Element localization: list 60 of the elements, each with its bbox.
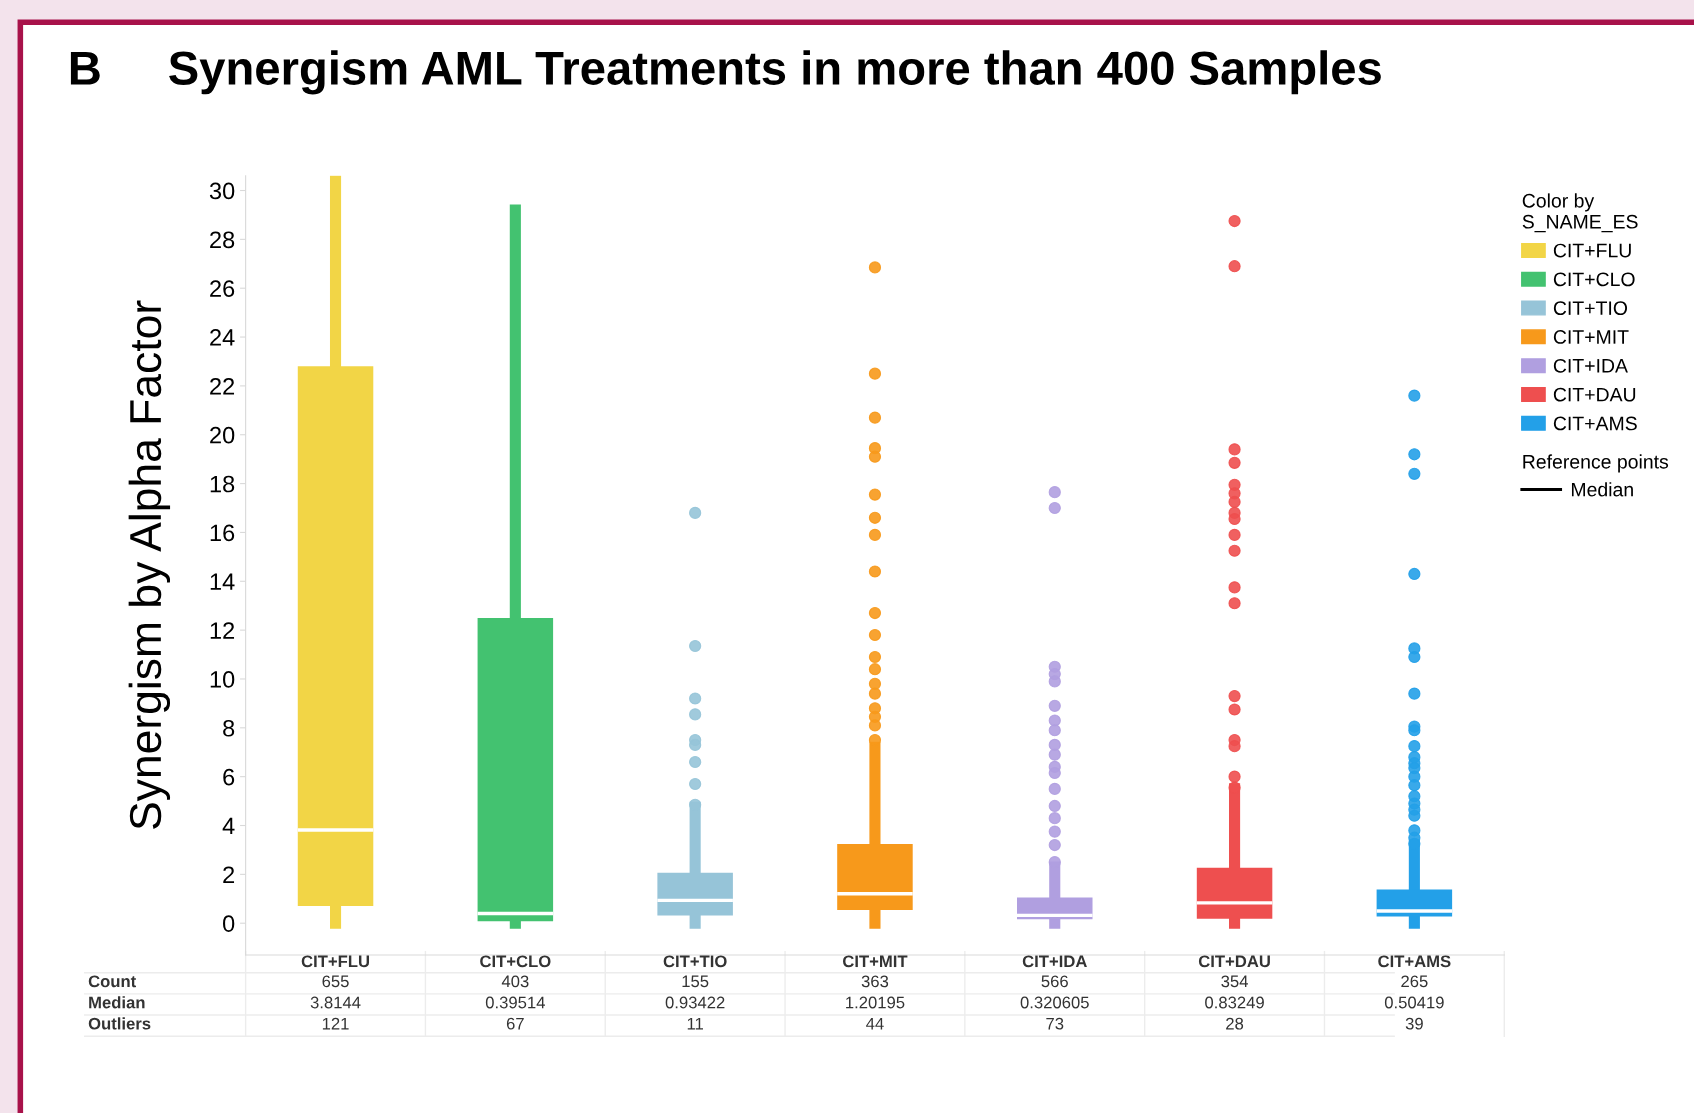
legend-label: CIT+IDA — [1553, 358, 1628, 373]
legend-label: CIT+CLO — [1553, 272, 1635, 287]
text: 28 — [1226, 1017, 1244, 1030]
legend-label: CIT+AMS — [1553, 416, 1637, 431]
text: 403 — [501, 975, 529, 988]
text: 655 — [322, 975, 349, 988]
text: 44 — [866, 1017, 884, 1030]
text: 39 — [1405, 1017, 1423, 1030]
text: 566 — [1041, 975, 1068, 988]
text: 0.93422 — [665, 996, 725, 1009]
legend-label: CIT+DAU — [1553, 387, 1636, 402]
legend-title: Color by S_NAME_ES — [1522, 193, 1638, 233]
text: 1.20195 — [846, 996, 905, 1009]
legend-label: CIT+FLU — [1553, 243, 1631, 258]
y-tick-label: 16 — [210, 524, 235, 542]
x-tick-label: CIT+FLU — [301, 955, 369, 968]
text: 265 — [1401, 975, 1428, 988]
text: Outliers — [88, 1017, 151, 1030]
y-tick-label: 24 — [210, 329, 235, 346]
y-tick-label: 26 — [210, 280, 235, 297]
text: 11 — [687, 1017, 703, 1030]
text: Count — [88, 975, 137, 988]
text: Reference points — [1523, 454, 1669, 473]
y-tick-label: 2 — [223, 866, 235, 883]
x-tick-label: CIT+MIT — [843, 955, 908, 968]
y-tick-label: 28 — [210, 231, 235, 249]
y-tick-label: 0 — [223, 915, 235, 932]
legend-label: CIT+MIT — [1553, 330, 1629, 344]
x-tick-label: CIT+AMS — [1378, 955, 1451, 968]
y-tick-label: 4 — [222, 817, 235, 835]
x-tick-label: CIT+TIO — [663, 955, 727, 968]
y-tick-label: 14 — [210, 573, 235, 590]
legend-label: CIT+TIO — [1553, 301, 1628, 316]
x-tick-label: CIT+DAU — [1198, 955, 1270, 968]
y-tick-label: 10 — [210, 671, 235, 688]
text: Median — [1571, 482, 1633, 497]
y-tick-label: 8 — [223, 719, 235, 737]
text: 354 — [1221, 975, 1248, 988]
text: 155 — [682, 975, 709, 988]
text: 73 — [1046, 1017, 1064, 1030]
x-tick-label: CIT+CLO — [480, 955, 551, 968]
text: 363 — [861, 975, 889, 988]
text: 0.50419 — [1384, 996, 1444, 1009]
text: 121 — [322, 1017, 349, 1030]
chart-title: Synergism AML Treatments in more than 400 Samples — [169, 50, 1381, 95]
text: 0.39514 — [485, 996, 545, 1009]
x-tick-label: CIT+IDA — [1022, 955, 1087, 968]
text: 3.8144 — [310, 996, 361, 1009]
y-tick-label: 12 — [210, 622, 235, 639]
text: 0.320605 — [1020, 996, 1089, 1009]
y-tick-label: 30 — [209, 182, 235, 200]
text: B — [70, 52, 100, 85]
text: 0.83249 — [1205, 996, 1264, 1009]
text: 67 — [506, 1017, 524, 1030]
y-tick-label: 18 — [210, 475, 235, 493]
y-tick-label: 20 — [210, 426, 235, 444]
y-tick-label: 6 — [223, 768, 235, 786]
y-axis-title: Synergism by Alpha Factor — [128, 300, 171, 829]
text: Median — [89, 996, 145, 1009]
y-tick-label: 22 — [210, 377, 235, 395]
